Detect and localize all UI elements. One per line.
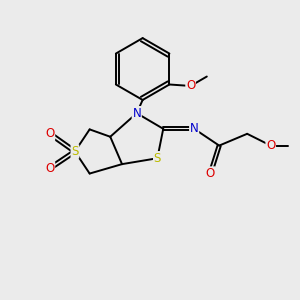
Text: O: O <box>266 139 275 152</box>
Text: O: O <box>186 80 195 92</box>
Text: O: O <box>206 167 215 180</box>
Text: S: S <box>154 152 161 165</box>
Text: N: N <box>132 107 141 120</box>
Text: S: S <box>71 145 79 158</box>
Text: N: N <box>190 122 199 135</box>
Text: O: O <box>45 127 55 140</box>
Text: O: O <box>45 162 55 175</box>
